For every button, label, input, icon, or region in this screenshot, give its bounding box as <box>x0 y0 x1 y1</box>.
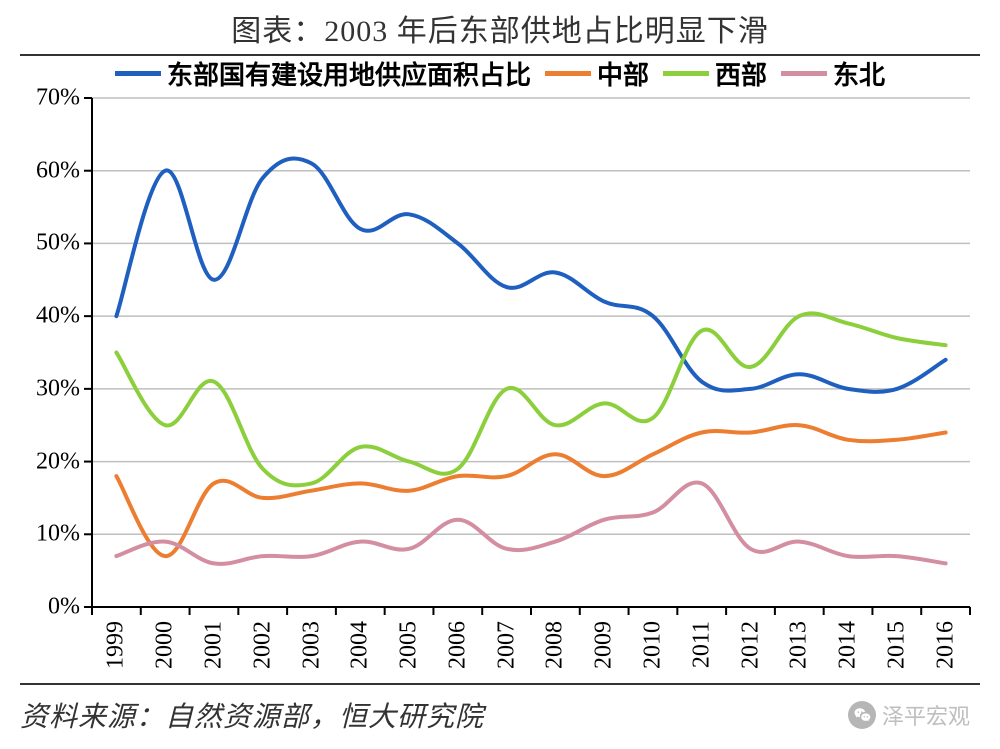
chart-area: 东部国有建设用地供应面积占比中部西部东北 0%10%20%30%40%50%60… <box>20 52 980 685</box>
x-tick-label: 2015 <box>883 621 910 669</box>
series-line-3 <box>116 482 945 563</box>
x-tick-label: 2008 <box>542 621 569 669</box>
wechat-icon <box>848 701 876 729</box>
y-tick-label: 70% <box>20 85 80 112</box>
x-tick-label: 2013 <box>786 621 813 669</box>
chart-svg <box>20 52 980 685</box>
y-tick-label: 10% <box>20 521 80 548</box>
x-tick-label: 2004 <box>347 621 374 669</box>
watermark: 泽平宏观 <box>848 699 970 731</box>
watermark-text: 泽平宏观 <box>882 699 970 731</box>
x-tick-label: 2011 <box>688 621 715 668</box>
series-line-1 <box>116 425 945 556</box>
source-rule <box>20 683 980 685</box>
y-tick-label: 30% <box>20 375 80 402</box>
x-tick-label: 2014 <box>835 621 862 669</box>
x-tick-label: 2012 <box>737 621 764 669</box>
series-line-2 <box>116 313 945 485</box>
figure-container: 图表：2003 年后东部供地占比明显下滑 东部国有建设用地供应面积占比中部西部东… <box>0 0 1000 749</box>
x-tick-label: 2016 <box>932 621 959 669</box>
x-tick-label: 2000 <box>152 621 179 669</box>
chart-title: 图表：2003 年后东部供地占比明显下滑 <box>0 0 1000 54</box>
x-tick-label: 2010 <box>639 621 666 669</box>
x-tick-label: 2001 <box>200 621 227 669</box>
x-tick-label: 2003 <box>298 621 325 669</box>
x-tick-label: 2005 <box>396 621 423 669</box>
x-tick-label: 2007 <box>493 621 520 669</box>
source-text: 资料来源：自然资源部，恒大研究院 <box>20 695 484 735</box>
x-tick-label: 1999 <box>103 621 130 669</box>
x-tick-label: 2009 <box>591 621 618 669</box>
x-tick-label: 2006 <box>444 621 471 669</box>
y-tick-label: 20% <box>20 448 80 475</box>
x-tick-label: 2002 <box>249 621 276 669</box>
y-tick-label: 0% <box>20 594 80 621</box>
y-tick-label: 60% <box>20 157 80 184</box>
y-tick-label: 50% <box>20 230 80 257</box>
y-tick-label: 40% <box>20 303 80 330</box>
series-line-0 <box>116 158 945 391</box>
